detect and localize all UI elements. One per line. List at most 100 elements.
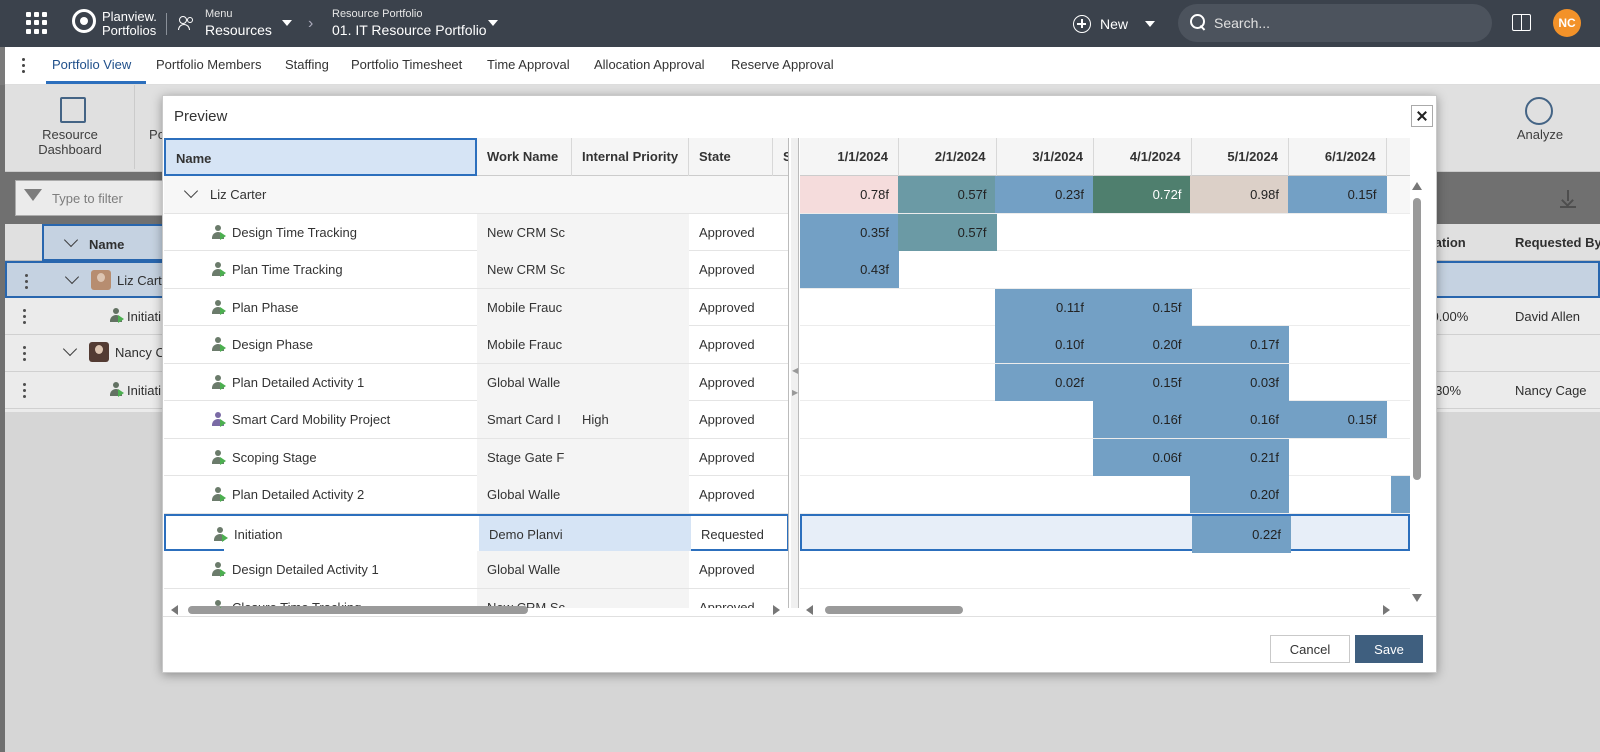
allocation-cell[interactable]: 0.15f [1287,176,1387,213]
tab-portfolio-timesheet[interactable]: Portfolio Timesheet [351,57,463,72]
allocation-cell[interactable]: 0.72f [1092,176,1192,213]
allocation-cell[interactable]: 0.57f [897,176,997,213]
tab-portfolio-members[interactable]: Portfolio Members [156,57,262,72]
allocation-cell[interactable]: 0.15f [1092,363,1192,401]
global-search[interactable]: Search... [1178,4,1492,42]
tab-staffing[interactable]: Staffing [285,57,329,72]
scroll-up-icon[interactable] [1412,182,1422,190]
date-column-header[interactable]: 5/1/2024 [1190,138,1289,176]
timeline-row[interactable]: 0.20f [800,476,1410,514]
row-kebab-icon[interactable] [25,274,29,290]
resource-dashboard-button[interactable]: Resource Dashboard [38,127,102,157]
allocation-cell[interactable]: 0.57f [897,213,997,251]
collapse-left-icon[interactable]: ◀ [792,366,799,375]
allocation-cell[interactable]: 0.17f [1190,326,1289,363]
state-column-header[interactable]: State [689,138,773,176]
allocation-cell[interactable]: 0.21f [1190,438,1289,476]
date-column-header[interactable]: 4/1/2024 [1093,138,1192,176]
collapse-right-icon[interactable]: ▶ [792,388,799,397]
allocation-cell[interactable]: 0.15f [1092,288,1192,326]
schedule-column-header[interactable]: Sch [773,138,788,176]
allocation-cell[interactable] [1391,476,1410,513]
timeline-row[interactable]: 0.16f 0.16f 0.15f [800,401,1410,439]
app-launcher-icon[interactable] [26,12,48,34]
grid-splitter[interactable]: ◀ ▶ [791,138,799,608]
date-column-header[interactable]: 1/1/2024 [800,138,899,176]
allocation-cell[interactable]: 0.11f [995,288,1094,326]
table-row[interactable]: Scoping Stage Stage Gate F Approved [164,438,788,476]
allocation-cell[interactable]: 0.43f [800,251,899,288]
filter-input[interactable]: Type to filter [15,180,175,216]
date-column-header[interactable]: 2/1/2024 [898,138,997,176]
scroll-down-icon[interactable] [1412,594,1422,602]
timeline-row[interactable]: 0.78f 0.57f 0.23f 0.72f 0.98f 0.15f [800,176,1410,214]
ribbon-partial-label[interactable]: Po [149,127,165,142]
search-input[interactable]: Search... [1214,15,1271,31]
table-row[interactable]: Plan Detailed Activity 2 Global Walle Appr… [164,476,788,514]
user-avatar[interactable]: NC [1553,9,1581,37]
scroll-right-icon[interactable] [773,605,780,615]
scroll-left-icon[interactable] [806,605,813,615]
analyze-button[interactable]: Analyze [1516,127,1564,142]
download-icon[interactable] [1560,190,1576,208]
timeline-row[interactable]: 0.11f 0.15f [800,288,1410,326]
chevron-down-icon[interactable] [183,183,199,199]
scroll-right-icon[interactable] [1383,605,1390,615]
table-row[interactable]: Design Time Tracking New CRM Sc Approved [164,213,788,251]
allocation-cell[interactable]: 0.23f [995,176,1094,213]
table-row[interactable]: Plan Detailed Activity 1 Global Walle Appr… [164,363,788,401]
portfolio-name[interactable]: 01. IT Resource Portfolio [332,22,487,38]
row-kebab-icon[interactable] [23,309,27,325]
background-name-header[interactable]: Name [42,224,172,261]
allocation-cell[interactable]: 0.20f [1092,326,1192,363]
vertical-scrollbar[interactable] [1410,176,1424,608]
portfolio-caption[interactable]: Resource Portfolio [332,8,423,20]
book-icon[interactable] [1512,14,1532,32]
planview-logo[interactable]: Planview. Portfolios [72,8,158,38]
close-icon[interactable] [1411,105,1433,127]
timeline-row[interactable]: 0.22f [800,513,1410,553]
timeline-row[interactable]: 0.02f 0.15f 0.03f [800,363,1410,401]
work-name-column-header[interactable]: Work Name [477,138,572,176]
requested-by-header[interactable]: Requested By [1515,235,1600,250]
vertical-scroll-thumb[interactable] [1413,198,1421,480]
tab-portfolio-view[interactable]: Portfolio View [52,57,132,72]
allocation-cell[interactable]: 0.15f [1287,401,1387,438]
allocation-cell[interactable]: 0.03f [1190,363,1289,401]
tab-time-approval[interactable]: Time Approval [487,57,570,72]
date-column-header[interactable]: 6/1/2024 [1288,138,1387,176]
table-row[interactable]: Closure Time Tracking New CRM Sc Approved [164,588,788,608]
tab-allocation-approval[interactable]: Allocation Approval [594,57,705,72]
tab-reserve-approval[interactable]: Reserve Approval [731,57,834,72]
timeline-row[interactable]: 0.43f [800,251,1410,289]
left-horizontal-scrollbar[interactable] [168,602,783,618]
scroll-left-icon[interactable] [171,605,178,615]
menu-resources[interactable]: Resources [205,22,272,38]
timeline-row[interactable] [800,551,1410,589]
table-row[interactable]: Plan Phase Mobile Frauc Approved [164,288,788,326]
new-button[interactable]: New [1073,12,1155,36]
save-button[interactable]: Save [1355,635,1423,663]
dashboard-icon[interactable] [60,97,86,123]
internal-priority-column-header[interactable]: Internal Priority [572,138,689,176]
timeline-row[interactable]: 0.35f 0.57f [800,213,1410,251]
right-horizontal-scrollbar[interactable] [803,602,1403,618]
row-kebab-icon[interactable] [23,346,27,362]
right-horizontal-scroll-thumb[interactable] [825,606,963,614]
table-row[interactable]: Plan Time Tracking New CRM Sc Approved [164,251,788,289]
row-kebab-icon[interactable] [23,383,27,399]
new-chevron-down-icon[interactable] [1145,21,1155,27]
allocation-cell[interactable]: 0.06f [1092,438,1192,476]
timeline-row[interactable]: 0.06f 0.21f [800,438,1410,476]
table-row[interactable]: Design Phase Mobile Frauc Approved [164,326,788,364]
analyze-icon[interactable] [1525,97,1553,125]
cancel-button[interactable]: Cancel [1270,635,1350,663]
portfolio-chevron-down-icon[interactable] [488,20,498,26]
menu-caption[interactable]: Menu [205,8,233,20]
allocation-cell[interactable]: 0.20f [1190,476,1289,513]
allocation-cell[interactable]: 0.16f [1190,401,1289,438]
allocation-cell[interactable]: 0.22f [1192,515,1291,553]
table-row[interactable]: Initiation Demo Planvi Requested [164,513,788,553]
name-column-header[interactable]: Name [164,138,477,176]
menu-chevron-down-icon[interactable] [282,20,292,26]
